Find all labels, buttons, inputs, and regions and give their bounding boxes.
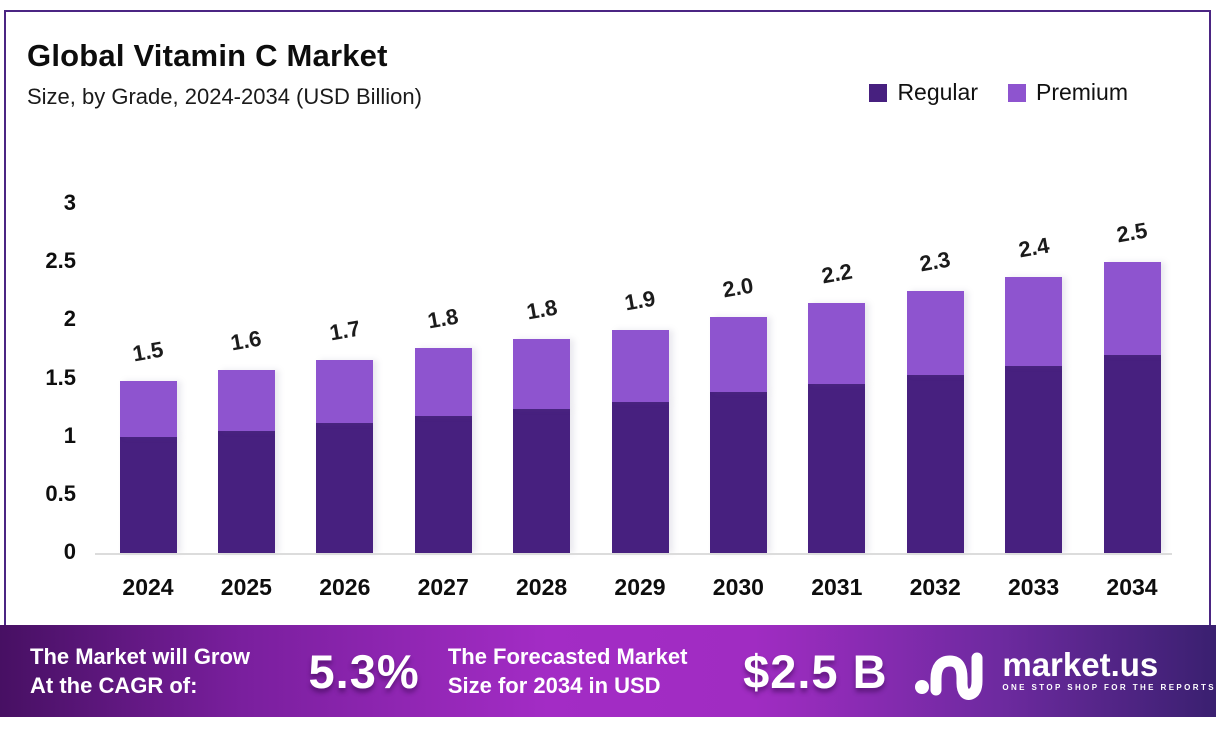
cagr-value: 5.3% bbox=[308, 644, 420, 698]
forecast-value: $2.5 B bbox=[743, 644, 888, 698]
bar-group-2025: 1.6 bbox=[217, 310, 275, 553]
logo-tagline: ONE STOP SHOP FOR THE REPORTS bbox=[1002, 683, 1216, 692]
regular-segment bbox=[316, 422, 374, 553]
y-tick-label: 0.5 bbox=[45, 480, 76, 506]
regular-segment bbox=[611, 401, 669, 553]
cagr-caption: The Market will Grow At the CAGR of: bbox=[30, 642, 309, 700]
x-tick-label: 2024 bbox=[122, 574, 174, 600]
regular-segment bbox=[1005, 365, 1063, 553]
premium-segment bbox=[513, 338, 571, 409]
total-value-label: 2.3 bbox=[917, 246, 953, 277]
premium-segment bbox=[709, 316, 767, 393]
premium-segment bbox=[316, 359, 374, 423]
forecast-caption-line2: Size for 2034 in USD bbox=[447, 673, 661, 698]
x-tick-label: 2030 bbox=[712, 574, 764, 600]
forecast-caption-line1: The Forecasted Market bbox=[447, 644, 688, 669]
x-tick-label: 2028 bbox=[516, 574, 568, 600]
total-value-label: 1.8 bbox=[524, 294, 559, 325]
x-tick-label: 2027 bbox=[417, 574, 469, 600]
total-value-label: 1.5 bbox=[130, 336, 166, 367]
legend-label-premium: Premium bbox=[1035, 79, 1128, 105]
x-tick-label: 2025 bbox=[220, 574, 272, 600]
regular-segment bbox=[119, 436, 177, 553]
bar-group-2032: 2.3 bbox=[906, 231, 964, 553]
premium-segment bbox=[217, 370, 275, 431]
page-subtitle: Size, by Grade, 2024-2034 (USD Billion) bbox=[27, 84, 422, 109]
legend: Regular Premium bbox=[869, 79, 1128, 106]
y-tick-label: 3 bbox=[63, 190, 76, 215]
premium-segment bbox=[119, 380, 177, 437]
cagr-caption-line2: At the CAGR of: bbox=[30, 673, 198, 698]
premium-segment bbox=[414, 348, 472, 416]
x-axis-labels: 2024 2025 2026 2027 2028 2029 2030 2031 2032 2033… bbox=[95, 574, 1172, 606]
regular-segment bbox=[906, 375, 964, 553]
x-axis-line bbox=[95, 553, 1172, 555]
total-value-label: 1.6 bbox=[229, 325, 264, 356]
legend-item-premium: Premium bbox=[1007, 79, 1128, 106]
regular-segment bbox=[513, 408, 571, 553]
forecast-caption: The Forecasted Market Size for 2034 in U… bbox=[448, 642, 743, 700]
total-value-label: 2.5 bbox=[1114, 217, 1150, 248]
y-tick-label: 0 bbox=[63, 539, 76, 564]
x-tick-label: 2026 bbox=[319, 574, 371, 600]
bar-group-2028: 1.8 bbox=[513, 279, 571, 553]
x-tick-label: 2029 bbox=[614, 574, 666, 600]
premium-segment bbox=[906, 291, 964, 376]
bar-group-2030: 2.0 bbox=[709, 257, 767, 553]
bottom-banner: The Market will Grow At the CAGR of: 5.3… bbox=[0, 625, 1216, 717]
total-value-label: 1.8 bbox=[425, 303, 461, 334]
marketus-logo: market.us ONE STOP SHOP FOR THE REPORTS bbox=[908, 642, 1216, 700]
logo-text-block: market.us ONE STOP SHOP FOR THE REPORTS bbox=[1002, 646, 1216, 692]
regular-swatch-icon bbox=[869, 83, 888, 102]
regular-segment bbox=[709, 392, 767, 553]
bar-group-2024: 1.5 bbox=[119, 321, 177, 553]
total-value-label: 1.9 bbox=[622, 285, 658, 316]
premium-segment bbox=[808, 302, 866, 385]
total-value-label: 1.7 bbox=[327, 315, 362, 346]
bar-group-2034: 2.5 bbox=[1103, 202, 1161, 553]
cagr-caption-line1: The Market will Grow bbox=[30, 644, 251, 669]
logo-name: market.us bbox=[1002, 646, 1159, 683]
x-tick-label: 2031 bbox=[811, 574, 863, 600]
bar-group-2031: 2.2 bbox=[808, 243, 866, 553]
bar-group-2033: 2.4 bbox=[1005, 217, 1063, 553]
regular-segment bbox=[1103, 355, 1161, 553]
y-tick-label: 1 bbox=[63, 422, 76, 448]
y-tick-label: 2.5 bbox=[45, 248, 76, 274]
regular-segment bbox=[414, 415, 472, 553]
total-value-label: 2.4 bbox=[1016, 232, 1051, 263]
total-value-label: 2.2 bbox=[819, 258, 854, 289]
premium-swatch-icon bbox=[1007, 83, 1026, 102]
x-tick-label: 2033 bbox=[1008, 574, 1060, 600]
y-tick-label: 1.5 bbox=[45, 364, 76, 390]
bar-group-2026: 1.7 bbox=[316, 300, 374, 553]
bar-group-2029: 1.9 bbox=[611, 270, 669, 553]
plot-area: 1.5 1.6 1.7 1.8 1.8 1.9 2.0 2.2 2.3 2.4 2.5 bbox=[95, 204, 1172, 553]
regular-segment bbox=[217, 430, 275, 553]
x-tick-label: 2032 bbox=[909, 574, 961, 600]
x-tick-label: 2034 bbox=[1106, 574, 1158, 600]
marketus-logo-icon bbox=[915, 652, 983, 700]
legend-label-regular: Regular bbox=[897, 79, 978, 105]
regular-segment bbox=[808, 384, 866, 553]
y-tick-label: 2 bbox=[63, 306, 76, 332]
bar-group-2027: 1.8 bbox=[414, 288, 472, 553]
y-axis-ticks: 0 0.5 1 1.5 2 2.5 3 bbox=[22, 190, 76, 564]
page-title: Global Vitamin C Market bbox=[27, 38, 388, 73]
legend-item-regular: Regular bbox=[869, 79, 978, 106]
premium-segment bbox=[1103, 262, 1161, 356]
premium-segment bbox=[1005, 277, 1063, 366]
premium-segment bbox=[611, 329, 669, 402]
total-value-label: 2.0 bbox=[721, 272, 756, 303]
